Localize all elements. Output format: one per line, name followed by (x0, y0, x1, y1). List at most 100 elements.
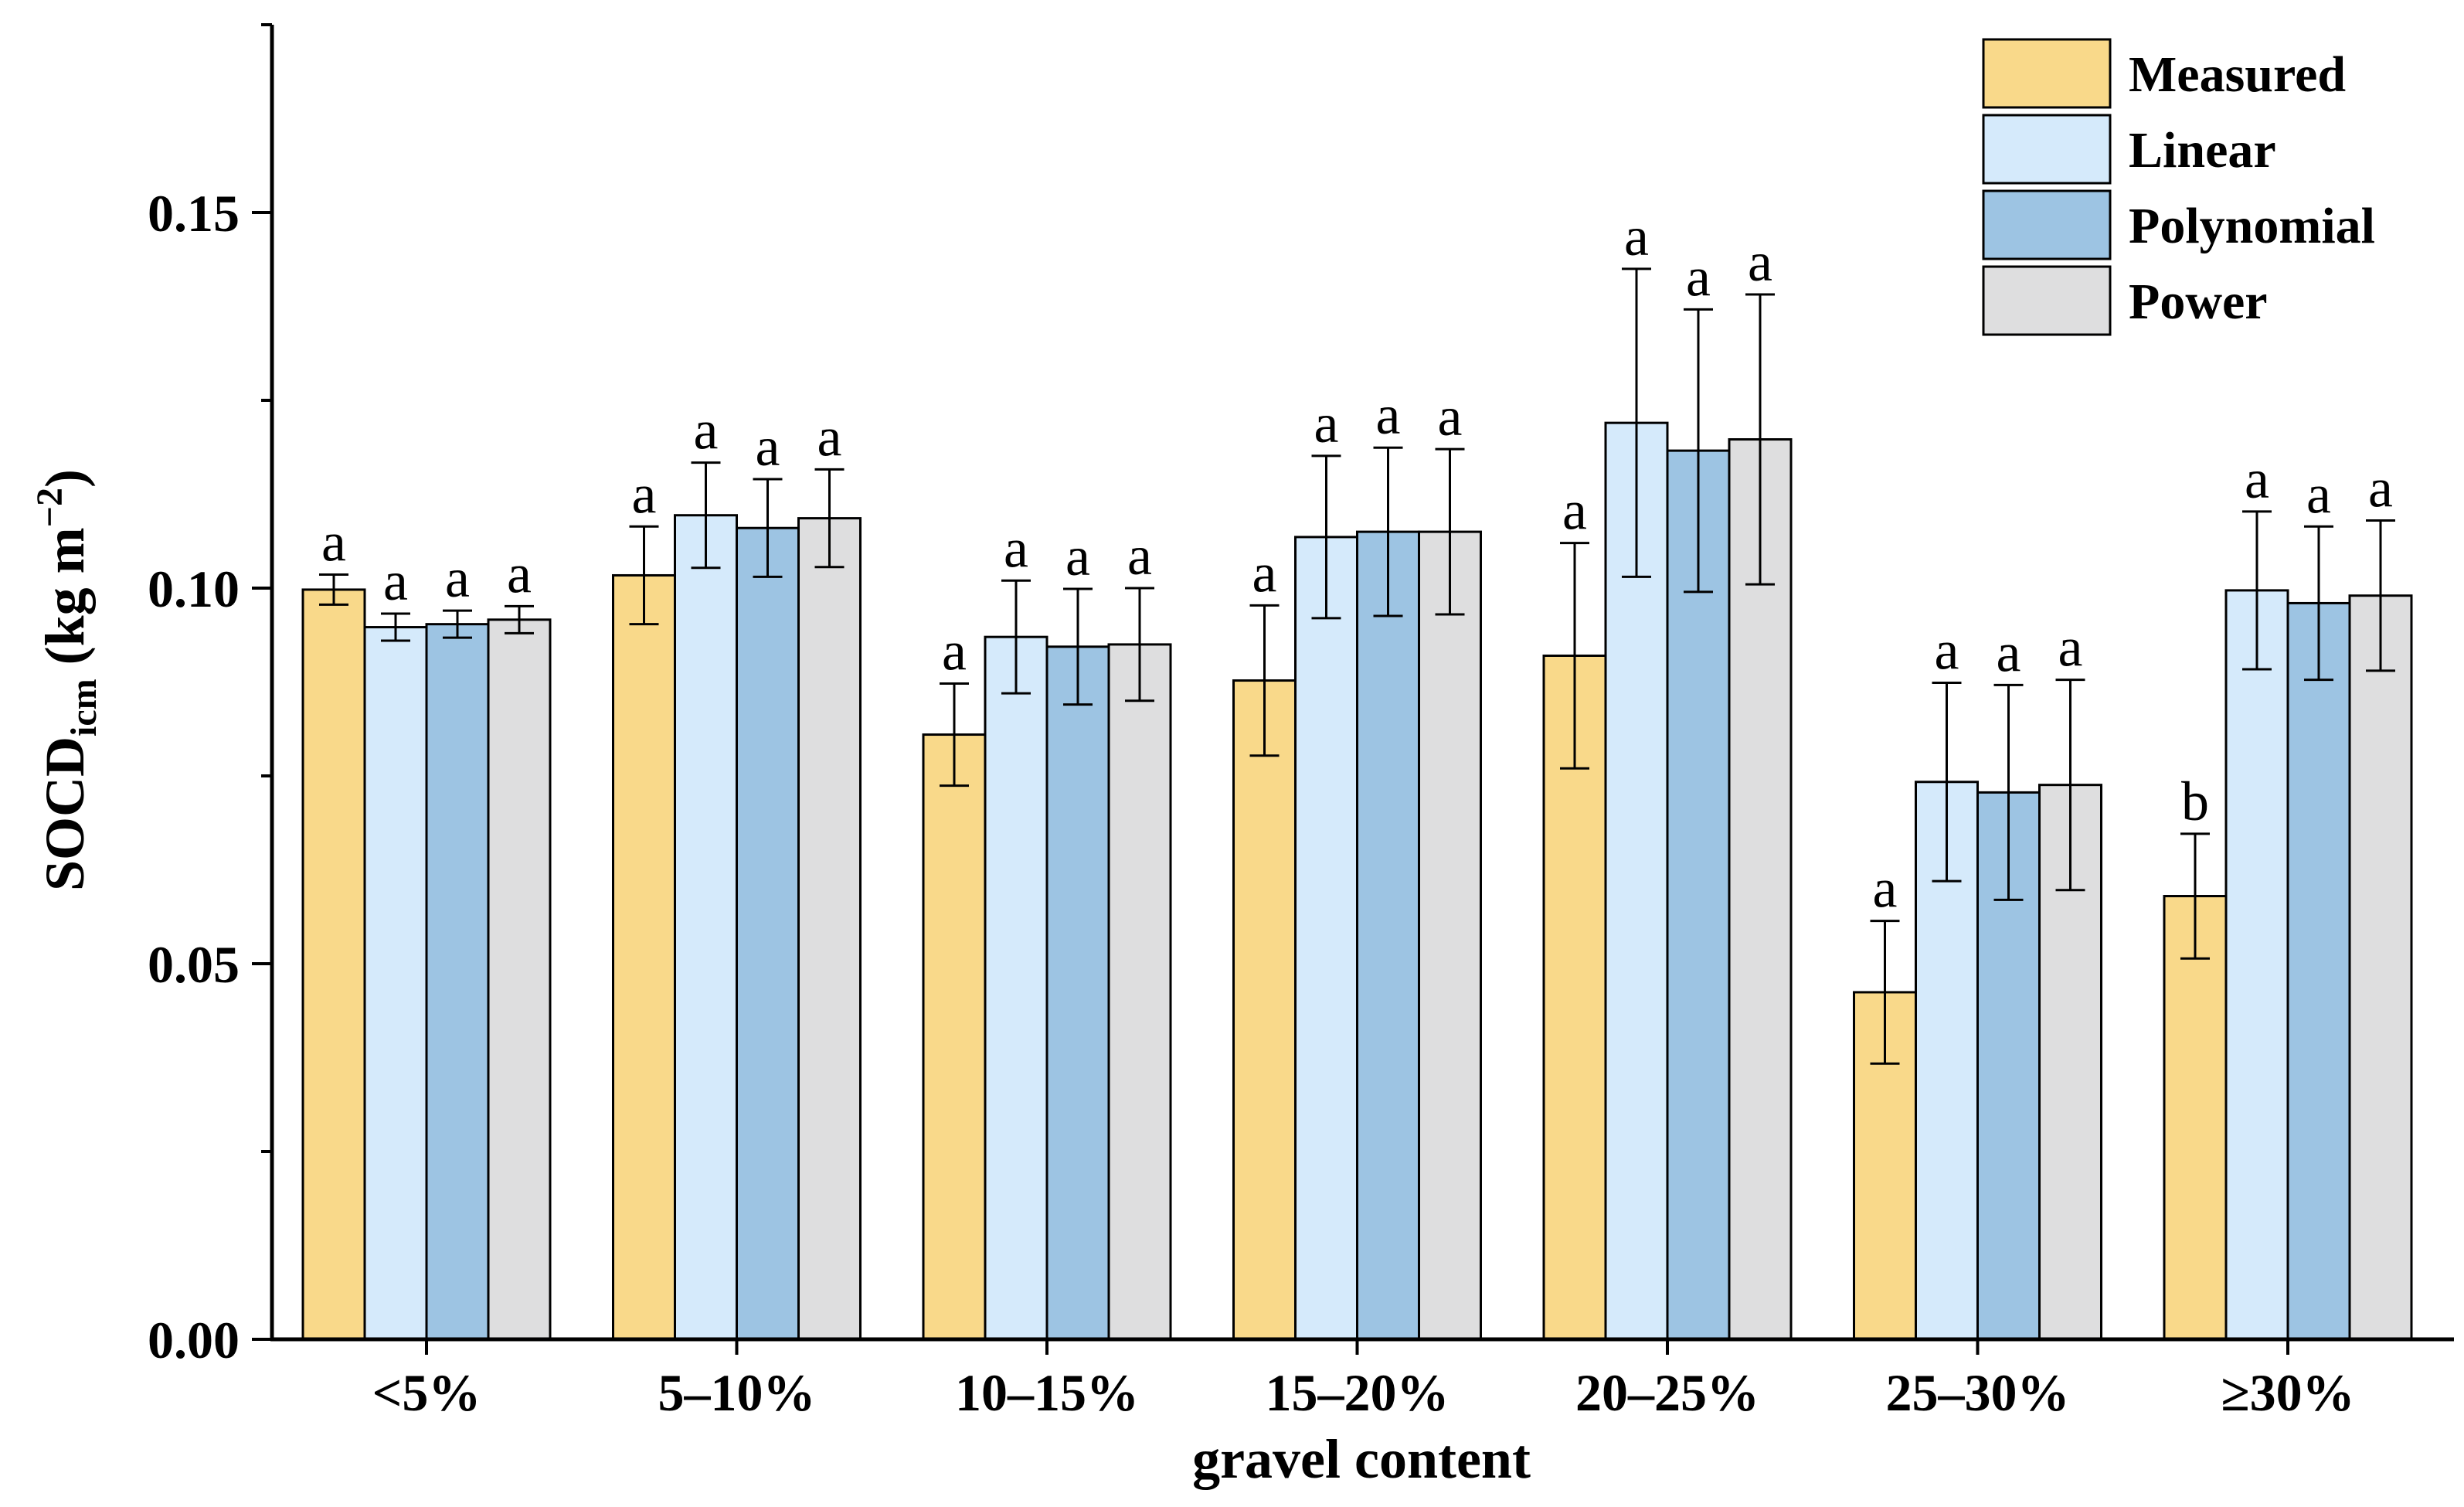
error-bar (1125, 587, 1154, 702)
y-axis-title-main: SOCD (34, 736, 96, 891)
bar-power-1 (487, 618, 552, 1341)
legend-item-linear: Linear (1982, 114, 2276, 185)
error-bar (1435, 447, 1465, 616)
legend-item-measured: Measured (1982, 38, 2346, 109)
error-bar (319, 573, 348, 606)
x-axis-title: gravel content (1192, 1428, 1531, 1490)
significance-label: a (1004, 517, 1028, 579)
significance-label: a (1748, 231, 1772, 293)
significance-label: a (942, 620, 967, 682)
bar-polynomial-4 (1356, 530, 1420, 1341)
error-bar (443, 609, 472, 639)
error-bar (753, 478, 783, 578)
error-bar (940, 682, 969, 788)
bar-linear-3 (984, 635, 1048, 1341)
bar-polynomial-1 (425, 623, 490, 1341)
significance-label: a (1438, 386, 1463, 447)
error-bar (1622, 267, 1651, 578)
significance-label: b (2181, 771, 2209, 832)
error-bar (505, 604, 534, 634)
legend-item-polynomial: Polynomial (1982, 189, 2375, 260)
error-bar (1249, 604, 1280, 757)
bars (301, 421, 2413, 1341)
error-bar (1063, 587, 1093, 706)
bar-power-3 (1107, 643, 1172, 1341)
y-axis-title: SOCDicm (kg m−2) (29, 469, 104, 891)
error-bar (2366, 519, 2395, 672)
significance-label: a (1562, 480, 1587, 542)
significance-label: a (445, 547, 470, 609)
bar-polynomial-3 (1045, 645, 1110, 1341)
significance-label: a (1873, 858, 1898, 920)
bar-polynomial-7 (2286, 601, 2351, 1341)
legend-label: Polynomial (2129, 198, 2375, 254)
significance-label: a (383, 550, 408, 612)
x-tick-label: 5–10% (658, 1363, 816, 1422)
error-bar (2180, 832, 2210, 960)
legend-swatch (1982, 189, 2112, 260)
significance-label: a (632, 463, 657, 525)
error-bars (319, 267, 2395, 1065)
bar-measured-1 (301, 588, 366, 1341)
error-bar (2055, 679, 2085, 892)
bar-measured-3 (922, 733, 987, 1341)
x-tick-label: 10–15% (955, 1363, 1139, 1422)
y-axis-title-superscript: −2 (29, 488, 70, 527)
legend: Measured Linear Polynomial Power (1982, 38, 2375, 336)
significance-label: a (2306, 463, 2331, 525)
error-bar (691, 461, 721, 570)
legend-swatch (1982, 38, 2112, 109)
legend-swatch (1982, 265, 2112, 336)
error-bar (1560, 542, 1589, 770)
significance-label: a (817, 406, 842, 468)
y-axis-title-unit: (kg m (34, 527, 96, 679)
bar-measured-7 (2163, 895, 2228, 1341)
significance-label: a (1935, 619, 1959, 681)
significance-label: a (2245, 448, 2269, 510)
error-bar (1870, 920, 1900, 1065)
y-tick-label: 0.05 (148, 935, 240, 994)
error-bar (1993, 683, 2024, 901)
error-bar (629, 525, 659, 626)
significance-label: a (507, 543, 532, 604)
x-tick-label: 20–25% (1575, 1363, 1759, 1422)
x-tick-label: 15–20% (1266, 1363, 1450, 1422)
bar-linear-1 (363, 626, 428, 1341)
significance-label: a (1127, 525, 1152, 587)
error-bar (1373, 446, 1403, 617)
bar-power-4 (1418, 530, 1482, 1341)
y-tick-label: 0.10 (148, 560, 240, 618)
significance-label: a (694, 400, 719, 461)
bar-linear-2 (674, 514, 738, 1341)
bar-linear-7 (2224, 589, 2289, 1341)
error-bar (1311, 454, 1341, 620)
error-bar (814, 468, 845, 569)
legend-swatch (1982, 114, 2112, 185)
legend-label: Linear (2129, 122, 2276, 179)
y-axis-title-close: ) (34, 469, 96, 488)
error-bar (1745, 293, 1775, 586)
significance-label: a (1376, 384, 1401, 446)
significance-label: a (321, 512, 346, 573)
legend-item-power: Power (1982, 265, 2268, 336)
y-tick-label: 0.15 (148, 184, 240, 243)
y-tick-label: 0.00 (148, 1311, 240, 1369)
legend-label: Power (2129, 274, 2268, 330)
x-tick-label: 25–30% (1886, 1363, 2070, 1422)
significance-label: a (1686, 246, 1711, 308)
error-bar (1001, 579, 1031, 695)
bar-power-7 (2348, 594, 2413, 1341)
significance-label: a (1624, 206, 1649, 267)
bar-linear-4 (1294, 536, 1358, 1341)
significance-label: a (1065, 526, 1090, 587)
bar-power-2 (797, 517, 862, 1341)
significance-label: a (1997, 621, 2021, 683)
significance-label: a (2058, 617, 2083, 679)
significance-label: a (2368, 458, 2393, 519)
bar-measured-2 (612, 573, 676, 1341)
significance-label: a (1314, 393, 1339, 454)
significance-label: a (1252, 542, 1277, 604)
bar-measured-5 (1542, 654, 1607, 1341)
